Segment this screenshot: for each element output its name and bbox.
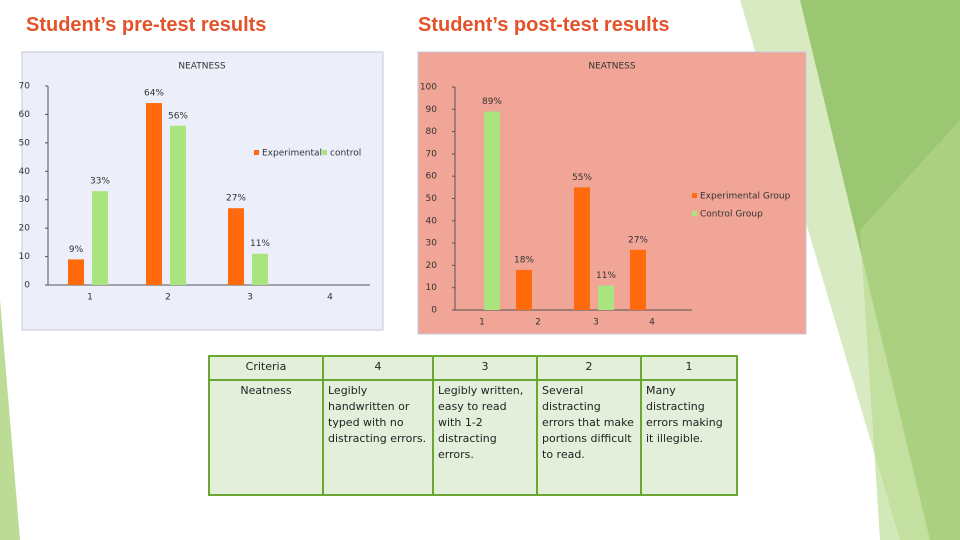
cell: 2 [536, 355, 642, 381]
cell: Many distracting errors making it illegi… [640, 379, 738, 496]
bar [170, 125, 186, 285]
bar [68, 259, 84, 285]
y-tick-label: 30 [19, 195, 31, 205]
chart-title: NEATNESS [588, 62, 636, 72]
x-tick-label: 1 [87, 293, 93, 303]
y-tick-label: 10 [19, 252, 31, 262]
legend-swatch [692, 211, 697, 216]
bar [92, 191, 108, 285]
legend-label: Experimental [262, 149, 322, 159]
y-tick-label: 40 [19, 167, 31, 177]
legend-label: control [330, 149, 361, 159]
data-label: 56% [168, 111, 188, 121]
cell: Legibly handwritten or typed with no dis… [322, 379, 434, 496]
decor [860, 120, 960, 540]
y-tick-label: 50 [19, 138, 31, 148]
data-label: 27% [226, 194, 246, 204]
legend-swatch [254, 150, 259, 155]
legend-swatch [322, 150, 327, 155]
y-tick-label: 10 [426, 283, 438, 293]
cell: 3 [432, 355, 538, 381]
data-label: 18% [514, 255, 534, 265]
y-tick-label: 60 [426, 172, 438, 182]
x-tick-label: 2 [535, 318, 541, 328]
y-tick-label: 50 [426, 194, 438, 204]
cell: Criteria [208, 355, 324, 381]
bar [252, 253, 268, 285]
heading: Student’s post-test results [418, 14, 670, 36]
chart-background [21, 51, 384, 331]
heading: Student’s pre-test results [26, 14, 267, 36]
data-label: 9% [69, 245, 84, 255]
bar [516, 269, 532, 310]
rubric-table: Criteria 4 3 2 1 Neatness Legibly handwritten… [208, 355, 738, 496]
cell: Legibly written, easy to read with 1-2 d… [432, 379, 538, 496]
x-tick-label: 4 [649, 318, 655, 328]
y-tick-label: 20 [426, 261, 438, 271]
bar [484, 111, 500, 310]
data-label: 55% [572, 173, 592, 183]
x-tick-label: 1 [479, 318, 485, 328]
cell: 4 [322, 355, 434, 381]
y-tick-label: 100 [420, 83, 437, 93]
chart-title: NEATNESS [178, 62, 226, 72]
y-tick-label: 90 [426, 105, 438, 115]
bar [598, 285, 614, 310]
y-tick-label: 40 [426, 216, 438, 226]
y-tick-label: 20 [19, 224, 31, 234]
cell: Several distracting errors that make por… [536, 379, 642, 496]
y-tick-label: 0 [24, 281, 30, 291]
cell: Neatness [208, 379, 324, 496]
data-label: 64% [144, 89, 164, 99]
x-tick-label: 2 [165, 293, 171, 303]
y-tick-label: 80 [426, 127, 438, 137]
data-label: 33% [90, 177, 110, 187]
cell: 1 [640, 355, 738, 381]
legend-swatch [692, 193, 697, 198]
legend-label: Control Group [700, 210, 763, 220]
data-label: 27% [628, 235, 648, 245]
y-tick-label: 70 [426, 149, 438, 159]
y-tick-label: 70 [19, 82, 31, 92]
x-tick-label: 3 [593, 318, 599, 328]
bar [146, 103, 162, 285]
legend-label: Experimental Group [700, 192, 791, 202]
y-tick-label: 30 [426, 239, 438, 249]
x-tick-label: 3 [247, 293, 253, 303]
bar [630, 249, 646, 310]
decor [0, 300, 20, 540]
data-label: 89% [482, 97, 502, 107]
data-label: 11% [596, 271, 616, 281]
x-tick-label: 4 [327, 293, 333, 303]
data-label: 11% [250, 239, 270, 249]
y-tick-label: 0 [431, 306, 437, 316]
y-tick-label: 60 [19, 110, 31, 120]
bar [574, 187, 590, 310]
bar [228, 208, 244, 285]
